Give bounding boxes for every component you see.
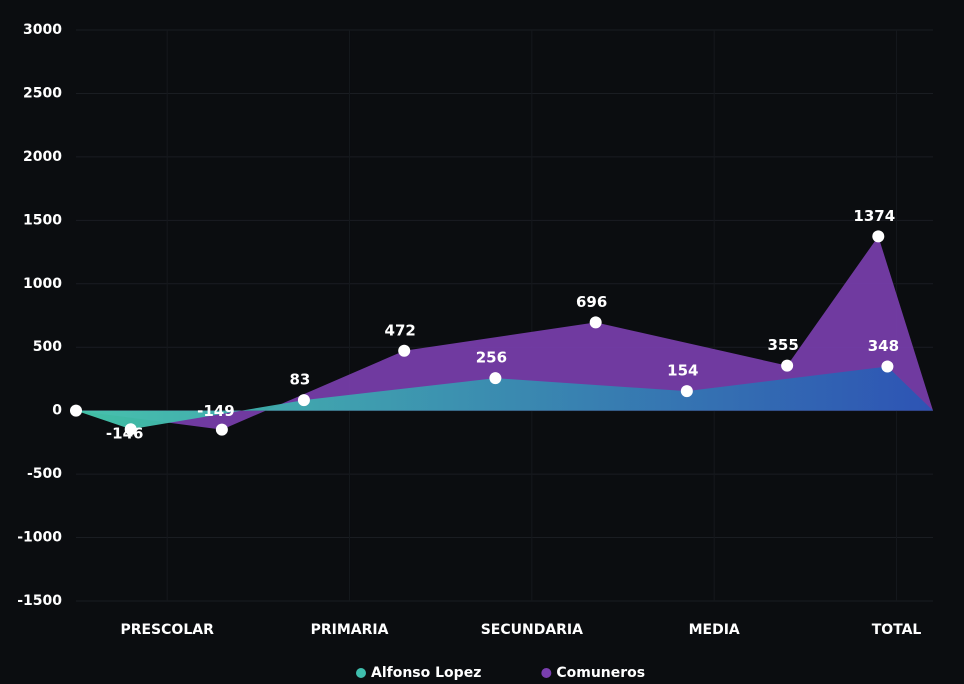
- point: [398, 344, 411, 357]
- legend-label: Comuneros: [556, 665, 645, 681]
- point: [215, 423, 228, 436]
- x-tick-label: TOTAL: [872, 622, 922, 638]
- point: [124, 423, 137, 436]
- point: [781, 359, 794, 372]
- y-tick-label: 3000: [23, 22, 62, 38]
- value-label: 154: [667, 362, 698, 380]
- value-label: 348: [868, 337, 899, 355]
- value-label: -146: [106, 425, 144, 443]
- x-tick-label: PRIMARIA: [311, 622, 389, 638]
- y-tick-label: 500: [33, 339, 62, 355]
- area: [76, 366, 933, 430]
- x-tick-label: MEDIA: [689, 622, 740, 638]
- y-tick-label: 0: [52, 403, 62, 419]
- value-label: 472: [385, 321, 416, 339]
- x-tick-label: PRESCOLAR: [120, 622, 214, 638]
- value-label: 1374: [853, 207, 895, 225]
- y-tick-label: -500: [27, 466, 62, 482]
- point: [680, 385, 693, 398]
- area: [76, 236, 933, 430]
- y-tick-label: -1500: [17, 593, 62, 609]
- value-label: -149: [197, 402, 235, 420]
- point: [881, 360, 894, 373]
- point: [489, 372, 502, 385]
- value-label: 83: [289, 371, 310, 389]
- y-tick-label: -1000: [17, 530, 62, 546]
- legend-label: Alfonso Lopez: [371, 665, 481, 681]
- point: [70, 404, 82, 417]
- point: [589, 316, 602, 329]
- legend-marker: [356, 668, 366, 678]
- y-tick-label: 2000: [23, 149, 62, 165]
- point: [297, 394, 310, 407]
- legend-marker: [541, 668, 552, 678]
- value-label: 256: [476, 349, 507, 367]
- point: [872, 230, 885, 243]
- y-tick-label: 1500: [23, 212, 62, 228]
- x-tick-label: SECUNDARIA: [481, 622, 583, 638]
- value-label: 696: [576, 293, 607, 311]
- value-label: 355: [767, 336, 798, 354]
- y-tick-label: 1000: [23, 276, 62, 292]
- y-tick-label: 2500: [23, 85, 62, 101]
